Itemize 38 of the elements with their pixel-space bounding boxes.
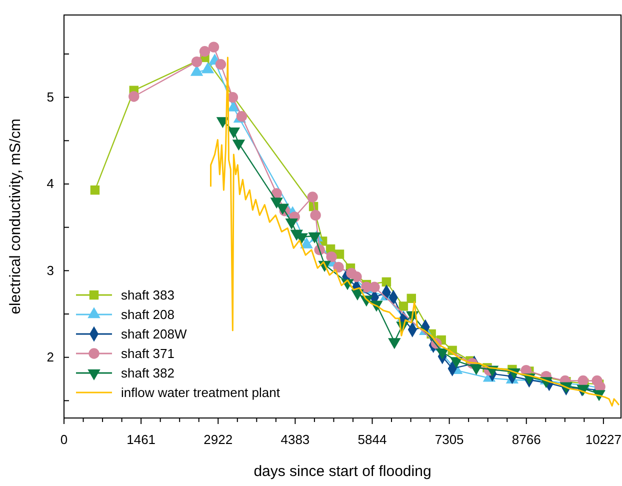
y-tick-label: 3 <box>46 262 54 278</box>
x-tick-label: 7305 <box>434 432 464 447</box>
point <box>236 111 248 122</box>
point <box>398 302 408 311</box>
point <box>333 262 344 273</box>
point <box>90 185 100 195</box>
point <box>406 294 416 304</box>
y-tick-label: 2 <box>46 349 54 364</box>
legend-label: shaft 383 <box>121 288 174 302</box>
x-axis-title: days since start of flooding <box>254 463 432 480</box>
point <box>382 277 392 287</box>
y-axis-title: electrical conductivity, mS/cm <box>7 118 24 314</box>
point <box>227 92 238 103</box>
x-tick-label: 1461 <box>126 432 156 447</box>
point <box>208 42 220 52</box>
legend-label: shaft 371 <box>121 346 174 361</box>
x-tick-label: 0 <box>60 432 68 447</box>
point <box>199 46 210 57</box>
legend-label: shaft 208 <box>121 307 174 322</box>
legend-label: inflow water treatment plant <box>121 385 280 400</box>
x-tick-label: 8766 <box>512 432 541 447</box>
y-tick-label: 5 <box>46 89 54 104</box>
point <box>307 192 318 202</box>
point <box>128 91 140 102</box>
point <box>326 251 337 262</box>
x-tick-label: 10227 <box>585 432 622 447</box>
x-tick-label: 5844 <box>358 432 387 447</box>
point <box>351 271 362 282</box>
legend-label: shaft 382 <box>121 366 174 380</box>
point <box>310 210 321 221</box>
x-tick-label: 2922 <box>204 432 233 447</box>
point <box>215 59 226 70</box>
point <box>369 282 380 292</box>
point <box>334 250 344 259</box>
point <box>191 56 202 68</box>
legend-label: shaft 208W <box>121 326 188 342</box>
y-tick-label: 4 <box>46 176 54 192</box>
x-tick-label: 4383 <box>280 432 310 447</box>
